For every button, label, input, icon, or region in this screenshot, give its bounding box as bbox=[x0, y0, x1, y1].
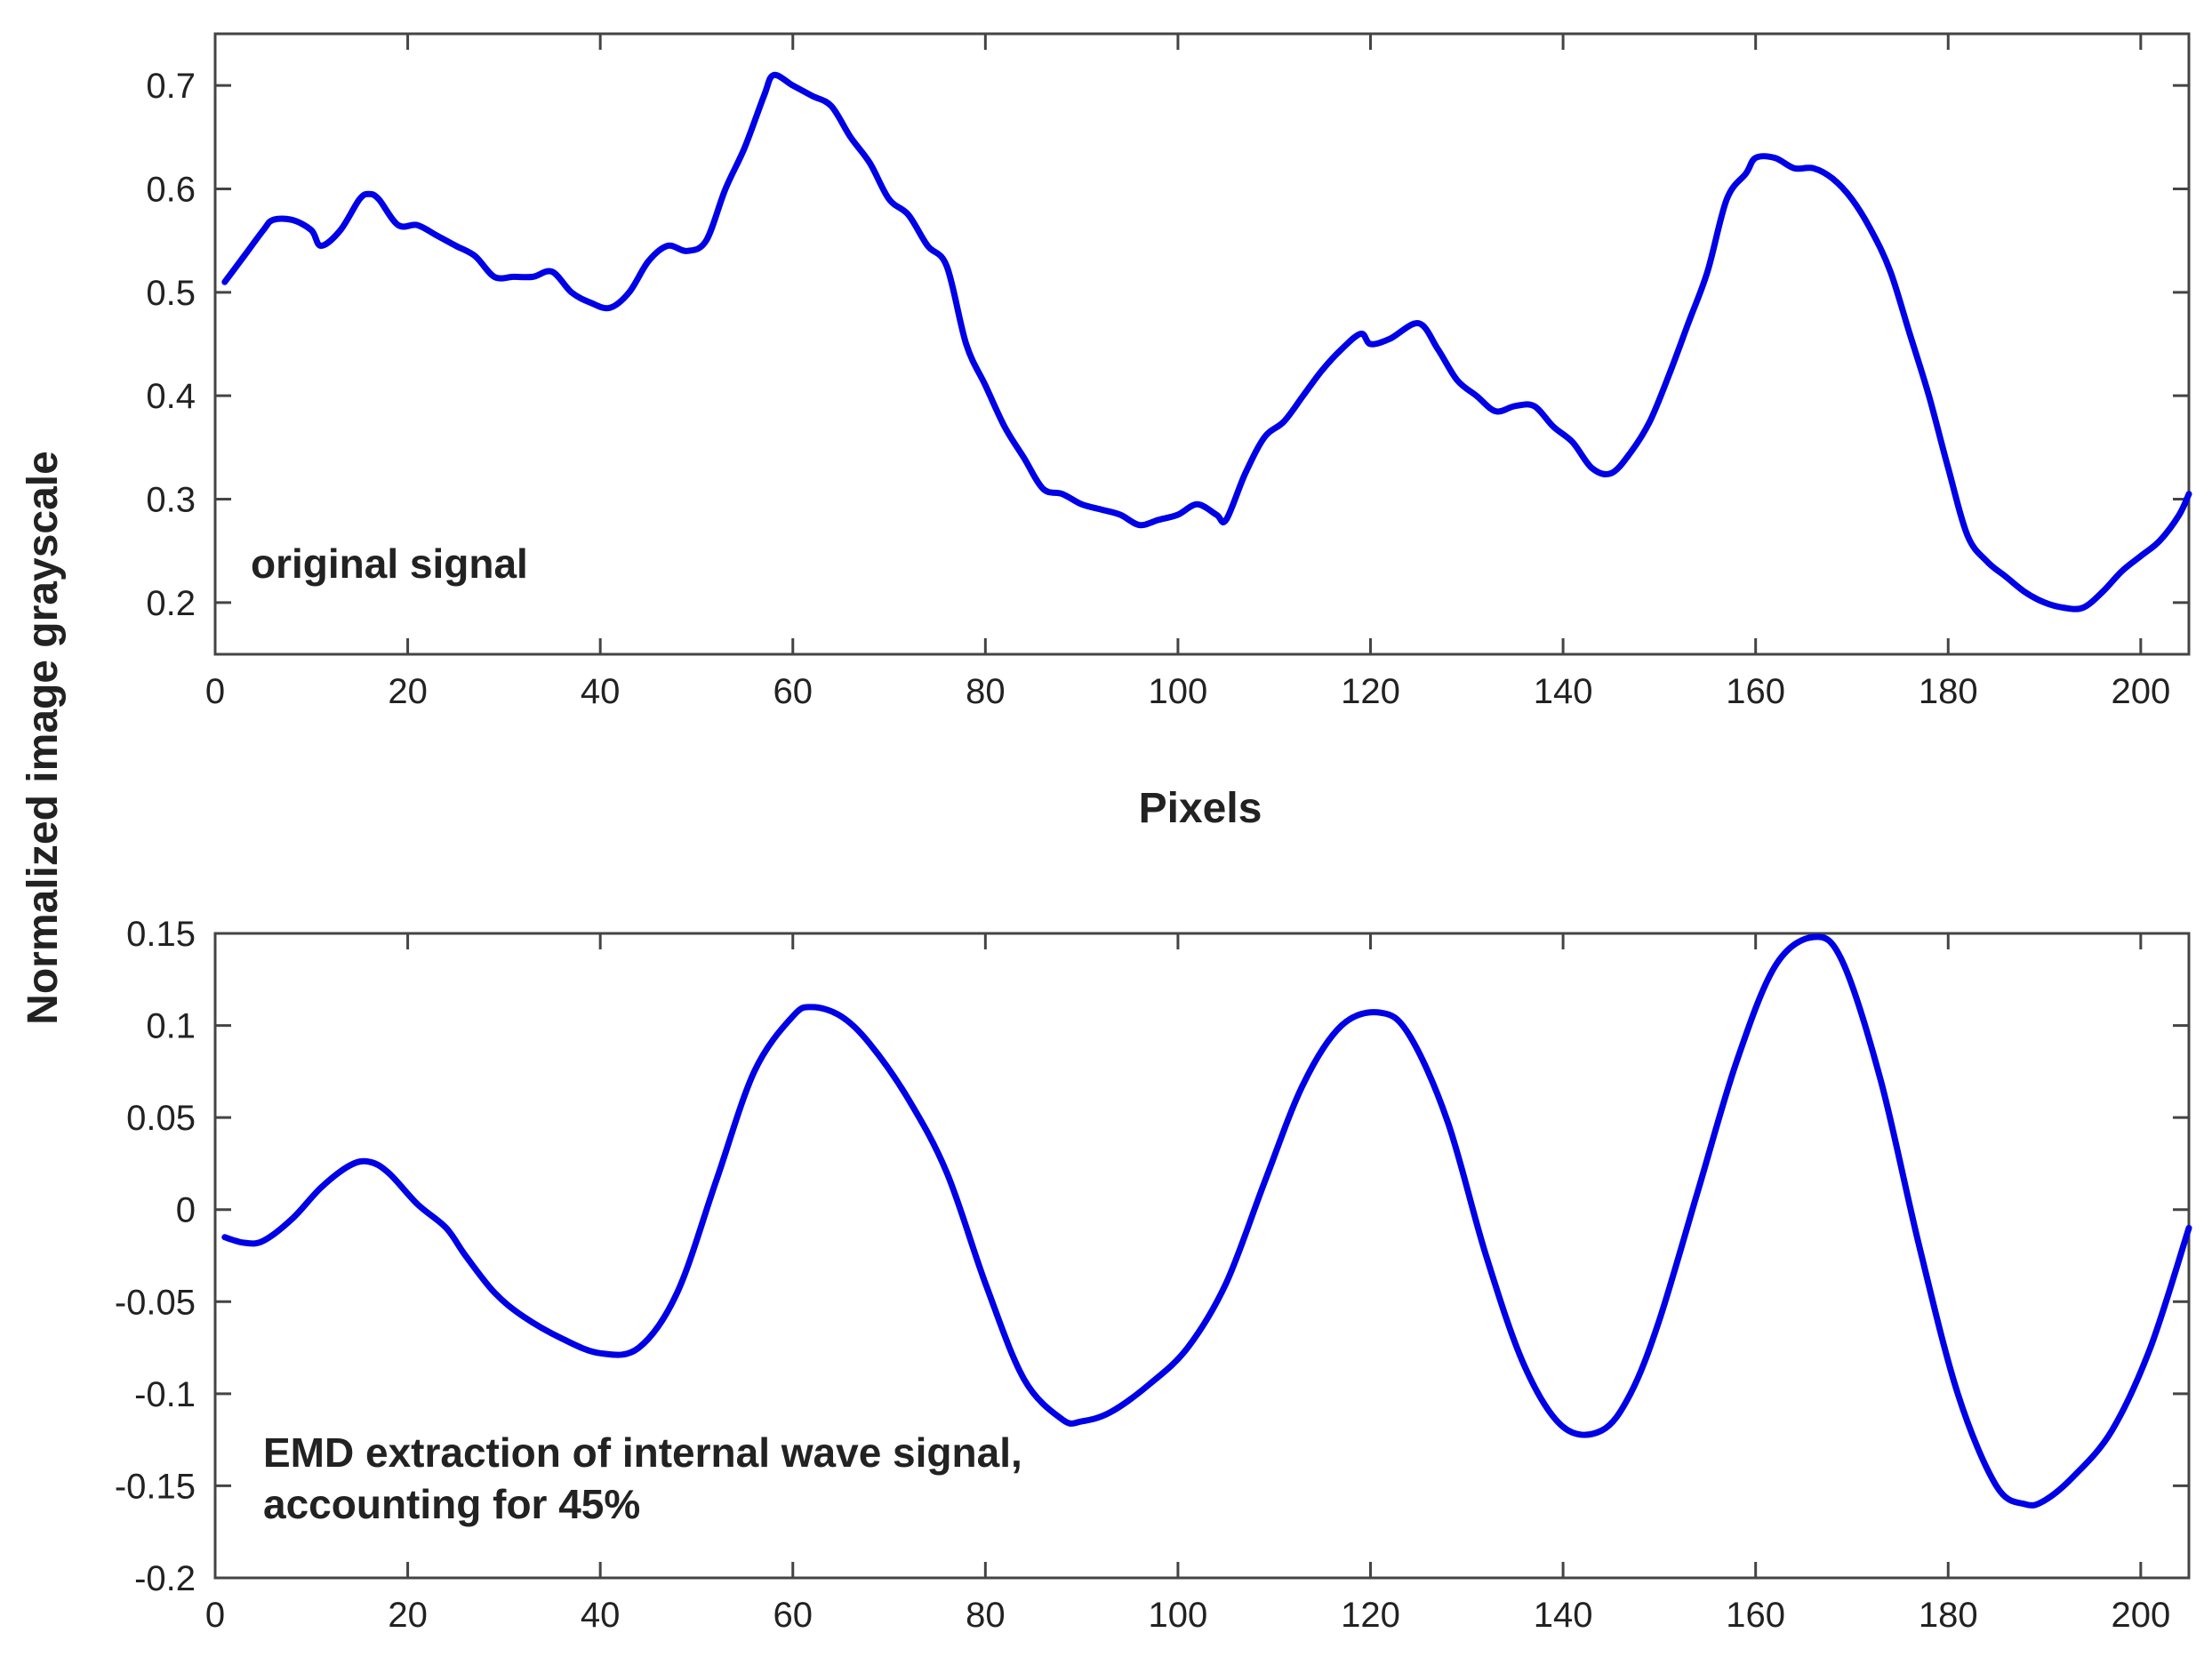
plot-frame bbox=[213, 932, 2191, 1580]
x-tick-label: 160 bbox=[1726, 1596, 1785, 1635]
y-tick-label: 0.5 bbox=[146, 274, 196, 313]
x-tick-label: 20 bbox=[388, 1596, 428, 1635]
y-tick-label: 0 bbox=[176, 1191, 196, 1230]
x-tick-label: 120 bbox=[1341, 672, 1400, 711]
y-tick-label: 0.4 bbox=[146, 377, 196, 416]
x-tick-label: 180 bbox=[1919, 672, 1978, 711]
y-tick-label: 0.05 bbox=[126, 1099, 196, 1138]
x-tick-label: 140 bbox=[1534, 672, 1593, 711]
x-tick-label: 40 bbox=[581, 1596, 621, 1635]
y-tick-label: -0.15 bbox=[115, 1467, 196, 1506]
x-tick-label: 80 bbox=[966, 1596, 1006, 1635]
y-tick-label: 0.3 bbox=[146, 481, 196, 520]
x-tick-label: 180 bbox=[1919, 1596, 1978, 1635]
series-line bbox=[221, 71, 2192, 612]
x-tick-label: 100 bbox=[1149, 672, 1208, 711]
plot-frame bbox=[213, 32, 2191, 656]
x-tick-label: 60 bbox=[773, 1596, 813, 1635]
x-tick-label: 40 bbox=[581, 672, 621, 711]
y-tick-label: 0.15 bbox=[126, 915, 196, 954]
y-tick-label: -0.05 bbox=[115, 1283, 196, 1322]
y-tick-label: 0.7 bbox=[146, 67, 196, 106]
x-tick-label: 0 bbox=[205, 1596, 225, 1635]
top-panel-original-signal: 0 20 40 60 80 100 120 140 160 180 200 0.2 0.3 0.4 0.5 0… bbox=[146, 32, 2192, 711]
y-tick-label: 0.1 bbox=[146, 1007, 196, 1046]
x-axis-title: Pixels bbox=[1139, 785, 1262, 832]
series-line bbox=[221, 933, 2192, 1509]
x-tick-label: 100 bbox=[1149, 1596, 1208, 1635]
y-axis-title: Normalized image grayscale bbox=[20, 451, 67, 1025]
x-tick-label: 140 bbox=[1534, 1596, 1593, 1635]
x-tick-label: 60 bbox=[773, 672, 813, 711]
x-tick-label: 160 bbox=[1726, 672, 1785, 711]
y-tick-label: -0.2 bbox=[134, 1559, 196, 1598]
panel-annotation: original signal bbox=[251, 540, 528, 587]
x-tick-label: 80 bbox=[966, 672, 1006, 711]
x-tick-label: 200 bbox=[2111, 672, 2170, 711]
y-tick-label: -0.1 bbox=[134, 1375, 196, 1414]
x-tick-label: 0 bbox=[205, 672, 225, 711]
x-tick-label: 20 bbox=[388, 672, 428, 711]
y-tick-label: 0.6 bbox=[146, 171, 196, 210]
x-tick-label: 120 bbox=[1341, 1596, 1400, 1635]
bottom-panel-emd-extraction: 0 20 40 60 80 100 120 140 160 180 200 -0.2 -0.15 -0.1… bbox=[115, 915, 2192, 1635]
y-tick-label: 0.2 bbox=[146, 584, 196, 623]
x-tick-label: 200 bbox=[2111, 1596, 2170, 1635]
panel-annotation: accounting for 45% bbox=[263, 1481, 640, 1527]
panel-annotation: EMD extraction of internal wave signal, bbox=[263, 1429, 1022, 1476]
